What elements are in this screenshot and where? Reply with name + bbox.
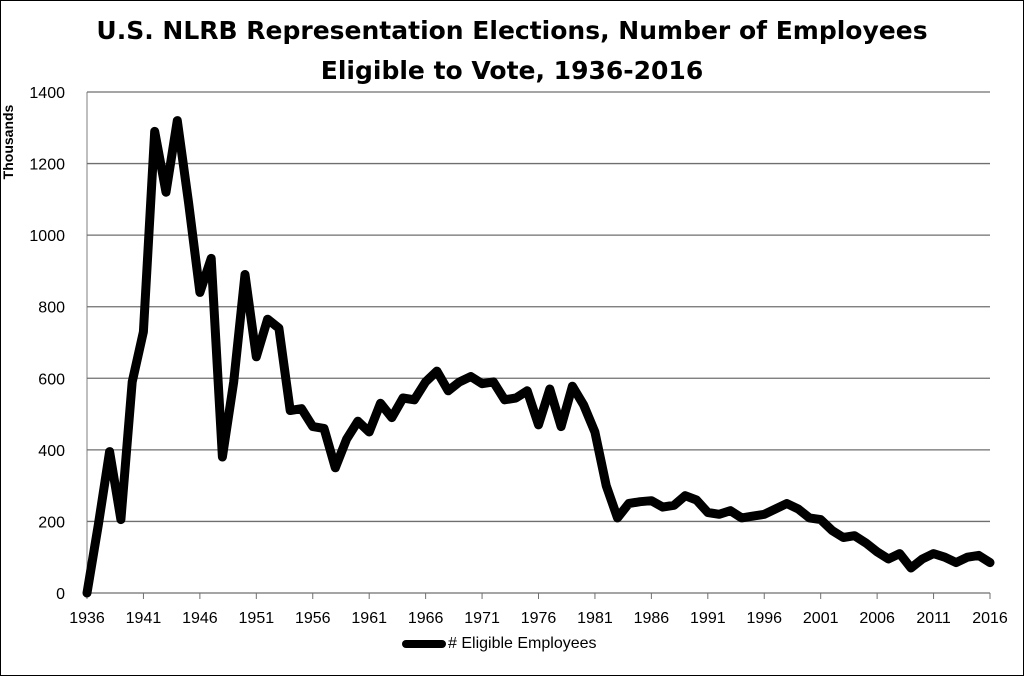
y-tick-label: 800 (38, 300, 65, 317)
x-tick-label: 1981 (577, 610, 613, 627)
x-tick-label: 1986 (634, 610, 670, 627)
y-tick-label: 0 (56, 586, 65, 603)
x-tick-label: 2001 (803, 610, 839, 627)
x-tick-label: 1956 (295, 610, 331, 627)
y-axis-ticks: 0 200 400 600 800 1000 1200 1400 (29, 85, 65, 603)
x-tick-label: 1966 (408, 610, 444, 627)
x-tick-label: 2006 (859, 610, 895, 627)
y-tick-label: 600 (38, 371, 65, 388)
x-tick-label: 1961 (351, 610, 387, 627)
y-tick-label: 1000 (29, 228, 65, 245)
y-tick-label: 1200 (29, 157, 65, 174)
x-tick-label: 2016 (972, 610, 1008, 627)
chart-title-line-2: Eligible to Vote, 1936-2016 (320, 56, 704, 85)
series-line-eligible-employees (82, 116, 995, 598)
x-tick-label: 1936 (69, 610, 105, 627)
legend-label: # Eligible Employees (448, 635, 597, 652)
x-tick-label: 1976 (521, 610, 557, 627)
x-tick-label: 1991 (690, 610, 726, 627)
x-tick-label: 1971 (464, 610, 500, 627)
y-tick-label: 400 (38, 443, 65, 460)
x-axis-ticks: 1936 1941 1946 1951 1956 1961 1966 1971 1976 1981… (69, 593, 1008, 627)
series-points (86, 120, 991, 594)
x-tick-label: 1946 (182, 610, 218, 627)
y-axis-label: Thousands (0, 104, 16, 179)
chart-title-line-1: U.S. NLRB Representation Elections, Numb… (96, 16, 928, 45)
x-tick-label: 1996 (746, 610, 782, 627)
x-tick-label: 1941 (126, 610, 162, 627)
y-tick-label: 200 (38, 514, 65, 531)
x-tick-label: 1951 (239, 610, 275, 627)
gridlines (86, 91, 990, 594)
legend: # Eligible Employees (402, 634, 597, 654)
x-tick-label: 2011 (916, 610, 951, 627)
legend-swatch (402, 640, 446, 648)
y-tick-label: 1400 (29, 85, 65, 102)
